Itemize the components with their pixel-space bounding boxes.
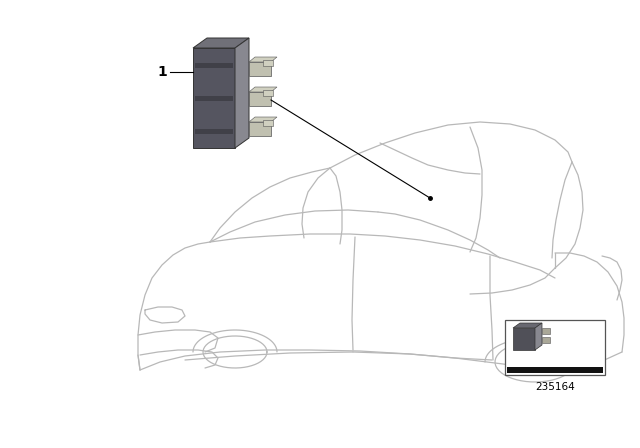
- Bar: [513, 328, 535, 350]
- Polygon shape: [235, 38, 249, 148]
- Bar: [249, 92, 271, 106]
- Bar: [195, 96, 233, 101]
- Bar: [507, 367, 603, 373]
- Text: 235164: 235164: [535, 382, 575, 392]
- Bar: [542, 337, 550, 343]
- Polygon shape: [193, 48, 235, 148]
- Polygon shape: [513, 323, 542, 328]
- Polygon shape: [249, 57, 277, 62]
- Bar: [195, 129, 233, 134]
- Bar: [263, 90, 273, 96]
- Bar: [263, 120, 273, 126]
- Bar: [249, 62, 271, 76]
- Bar: [195, 63, 233, 68]
- Text: 1: 1: [157, 65, 167, 79]
- Bar: [263, 60, 273, 66]
- Bar: [542, 328, 550, 334]
- Bar: [249, 122, 271, 136]
- Polygon shape: [249, 87, 277, 92]
- Polygon shape: [249, 117, 277, 122]
- Polygon shape: [535, 323, 542, 350]
- Bar: [505, 320, 605, 375]
- Polygon shape: [193, 38, 249, 48]
